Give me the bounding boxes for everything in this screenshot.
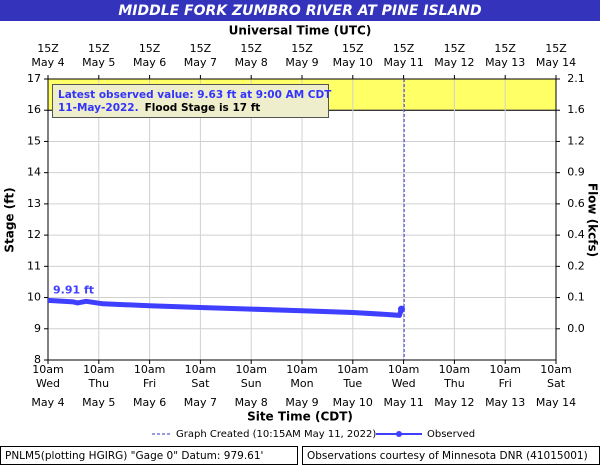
top-tick-utc: 15Z (88, 42, 110, 55)
y2-tick-label: 0.4 (567, 228, 585, 241)
y2-tick-label: 0.1 (567, 291, 585, 304)
top-axis-label: Universal Time (UTC) (229, 24, 372, 38)
x-tick-date: May 13 (485, 396, 525, 409)
y-tick-label: 14 (27, 166, 41, 179)
title-bar (0, 0, 600, 21)
top-tick-utc: 15Z (494, 42, 516, 55)
x-tick-date: May 11 (383, 396, 423, 409)
x-tick-time: 10am (540, 363, 571, 376)
latest-date: 11-May-2022. (58, 102, 139, 114)
y-axis-label: Stage (ft) (3, 187, 17, 252)
x-tick-weekday: Wed (392, 377, 416, 390)
x-tick-time: 10am (337, 363, 368, 376)
y-tick-label: 10 (27, 291, 41, 304)
top-tick-utc: 15Z (393, 42, 415, 55)
top-tick-date: May 13 (485, 56, 525, 69)
y2-axis-label: Flow (kcfs) (586, 183, 600, 257)
top-tick-date: May 10 (333, 56, 373, 69)
x-tick-time: 10am (489, 363, 520, 376)
y-tick-label: 13 (27, 197, 41, 210)
x-tick-date: May 7 (184, 396, 217, 409)
latest-box (52, 84, 329, 118)
x-tick-time: 10am (134, 363, 165, 376)
x-tick-date: May 4 (31, 396, 64, 409)
x-tick-weekday: Thu (443, 377, 465, 390)
x-tick-weekday: Thu (87, 377, 109, 390)
x-tick-time: 10am (83, 363, 114, 376)
footer-right: Observations courtesy of Minnesota DNR (… (307, 450, 588, 462)
plot-frame (47, 78, 557, 361)
top-tick-date: May 11 (383, 56, 423, 69)
latest-date-line: 11-May-2022. Flood Stage is 17 ft (58, 102, 260, 114)
y-tick-label: 16 (27, 103, 41, 116)
latest-point (397, 305, 405, 313)
top-tick-date: May 4 (31, 56, 64, 69)
x-tick-weekday: Mon (290, 377, 313, 390)
legend-observed: Observed (427, 429, 475, 440)
y-tick-label: 15 (27, 134, 41, 147)
top-tick-date: May 7 (184, 56, 217, 69)
x-tick-weekday: Fri (143, 377, 156, 390)
legend-created: Graph Created (10:15AM May 11, 2022) (176, 429, 376, 440)
legend-observed-dot (396, 431, 402, 437)
y2-tick-label: 0.2 (567, 259, 585, 272)
x-tick-weekday: Tue (342, 377, 362, 390)
x-tick-time: 10am (185, 363, 216, 376)
start-label: 9.91 ft (53, 283, 94, 296)
top-tick-utc: 15Z (545, 42, 567, 55)
top-tick-date: May 5 (82, 56, 115, 69)
x-tick-time: 10am (388, 363, 419, 376)
chart-title: MIDDLE FORK ZUMBRO RIVER AT PINE ISLAND (118, 3, 481, 19)
y2-tick-label: 0.0 (567, 322, 585, 335)
x-tick-weekday: Sun (241, 377, 262, 390)
y2-tick-label: 2.1 (567, 72, 585, 85)
top-tick-date: May 14 (536, 56, 576, 69)
x-tick-date: May 10 (333, 396, 373, 409)
x-tick-time: 10am (32, 363, 63, 376)
top-tick-utc: 15Z (37, 42, 59, 55)
x-tick-date: May 6 (133, 396, 166, 409)
y2-tick-label: 1.6 (567, 103, 585, 116)
y-tick-label: 8 (34, 353, 41, 366)
x-tick-date: May 8 (235, 396, 268, 409)
flood-note: Flood Stage is 17 ft (145, 102, 261, 114)
latest-text: Latest observed value: 9.63 ft at 9:00 A… (58, 89, 332, 101)
y-tick-label: 17 (27, 72, 41, 85)
y2-tick-label: 0.6 (567, 197, 585, 210)
top-tick-utc: 15Z (291, 42, 313, 55)
y2-tick-label: 0.9 (567, 166, 585, 179)
top-tick-utc: 15Z (190, 42, 212, 55)
x-tick-weekday: Fri (499, 377, 512, 390)
y-tick-label: 11 (27, 259, 41, 272)
x-tick-weekday: Sat (191, 377, 210, 390)
top-tick-date: May 6 (133, 56, 166, 69)
x-tick-date: May 12 (434, 396, 474, 409)
x-tick-weekday: Sat (547, 377, 566, 390)
y2-tick-label: 1.2 (567, 134, 585, 147)
x-tick-date: May 9 (285, 396, 318, 409)
x-tick-weekday: Wed (36, 377, 60, 390)
x-tick-time: 10am (439, 363, 470, 376)
top-tick-utc: 15Z (139, 42, 161, 55)
top-tick-date: May 9 (285, 56, 318, 69)
x-axis-label: Site Time (CDT) (247, 410, 353, 424)
x-tick-date: May 14 (536, 396, 576, 409)
top-tick-date: May 12 (434, 56, 474, 69)
y-tick-label: 9 (34, 322, 41, 335)
top-tick-date: May 8 (235, 56, 268, 69)
footer-left: PNLM5(plotting HGIRG) "Gage 0" Datum: 97… (5, 450, 263, 462)
x-tick-time: 10am (286, 363, 317, 376)
x-tick-date: May 5 (82, 396, 115, 409)
top-tick-utc: 15Z (342, 42, 364, 55)
x-tick-time: 10am (235, 363, 266, 376)
series-line (47, 297, 404, 318)
top-tick-utc: 15Z (240, 42, 262, 55)
y-tick-label: 12 (27, 228, 41, 241)
top-tick-utc: 15Z (444, 42, 466, 55)
